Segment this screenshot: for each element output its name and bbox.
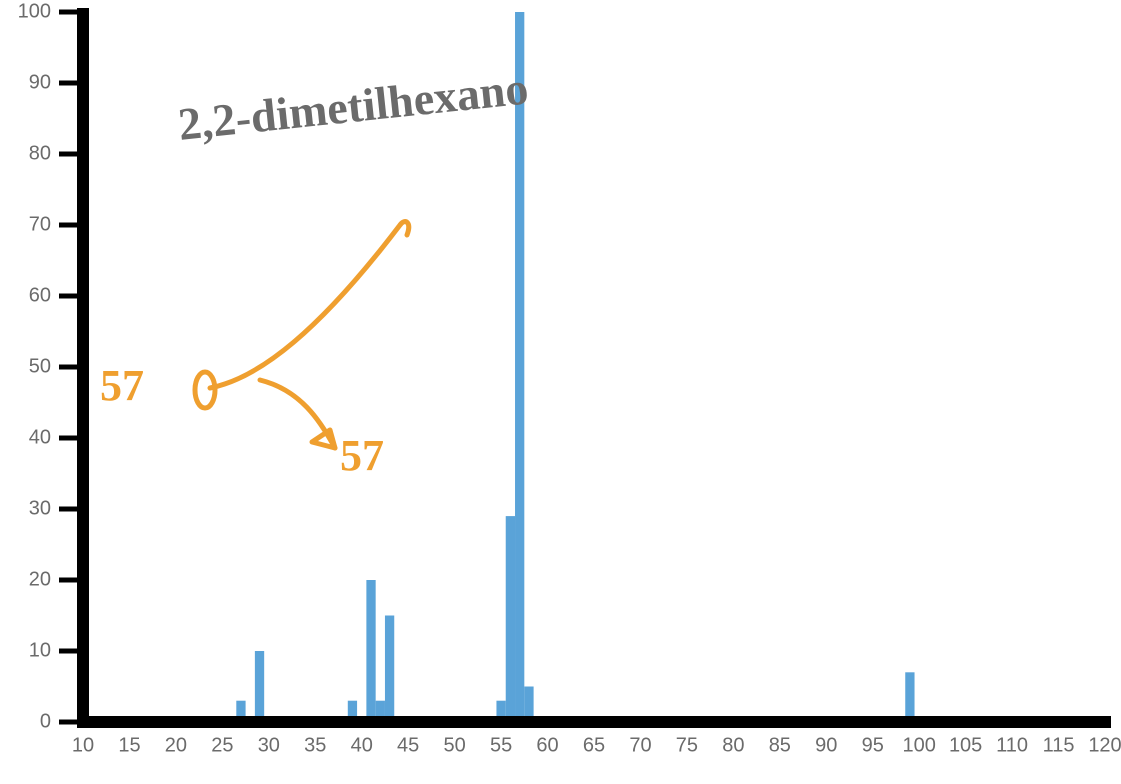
peak-bar: [515, 12, 524, 722]
x-tick-label: 30: [258, 735, 280, 757]
x-tick-label: 15: [118, 735, 140, 757]
x-tick-label: 10: [72, 735, 94, 757]
x-tick-label: 50: [444, 735, 466, 757]
x-tick-label: 75: [676, 735, 698, 757]
annotation-label-57-left: 57: [100, 361, 144, 410]
y-tick-label: 20: [29, 568, 51, 590]
x-tick-label: 120: [1088, 735, 1121, 757]
y-tick-label: 0: [40, 710, 51, 732]
peak-bar: [255, 651, 264, 722]
peak-bar: [385, 616, 394, 723]
y-tick-label: 80: [29, 142, 51, 164]
x-tick-label: 35: [304, 735, 326, 757]
x-tick-label: 100: [902, 735, 935, 757]
peak-bar: [905, 672, 914, 722]
chart-stage: 0 10 20 30 40 50 60 70 80 90 100 10 15 20 25 30 35 40 45 50…: [0, 0, 1121, 784]
x-tick-label: 55: [490, 735, 512, 757]
x-tick-label: 115: [1043, 735, 1075, 757]
y-tick-label: 100: [18, 0, 51, 22]
y-tick-label: 70: [29, 213, 51, 235]
x-tick-label: 20: [165, 735, 187, 757]
x-tick-label: 90: [815, 735, 837, 757]
x-tick-label: 25: [211, 735, 233, 757]
x-tick-label: 70: [629, 735, 651, 757]
x-tick-label: 80: [722, 735, 744, 757]
annotation-label-57-right: 57: [340, 431, 384, 480]
y-tick-label: 40: [29, 426, 51, 448]
x-tick-label: 60: [536, 735, 558, 757]
y-tick-label: 60: [29, 284, 51, 306]
x-tick-label: 40: [351, 735, 373, 757]
peak-bar: [366, 580, 375, 722]
x-tick-label: 85: [769, 735, 791, 757]
chart-background: [0, 0, 1121, 784]
peak-bar: [506, 516, 515, 722]
y-tick-label: 30: [29, 497, 51, 519]
y-tick-label: 90: [29, 71, 51, 93]
x-tick-label: 95: [862, 735, 884, 757]
x-tick-label: 105: [949, 735, 982, 757]
x-tick-label: 110: [996, 735, 1028, 757]
x-tick-label: 45: [397, 735, 419, 757]
mass-spectrum-svg: 0 10 20 30 40 50 60 70 80 90 100 10 15 20 25 30 35 40 45 50…: [0, 0, 1121, 784]
x-tick-label: 65: [583, 735, 605, 757]
y-tick-label: 10: [29, 639, 51, 661]
y-tick-label: 50: [29, 355, 51, 377]
